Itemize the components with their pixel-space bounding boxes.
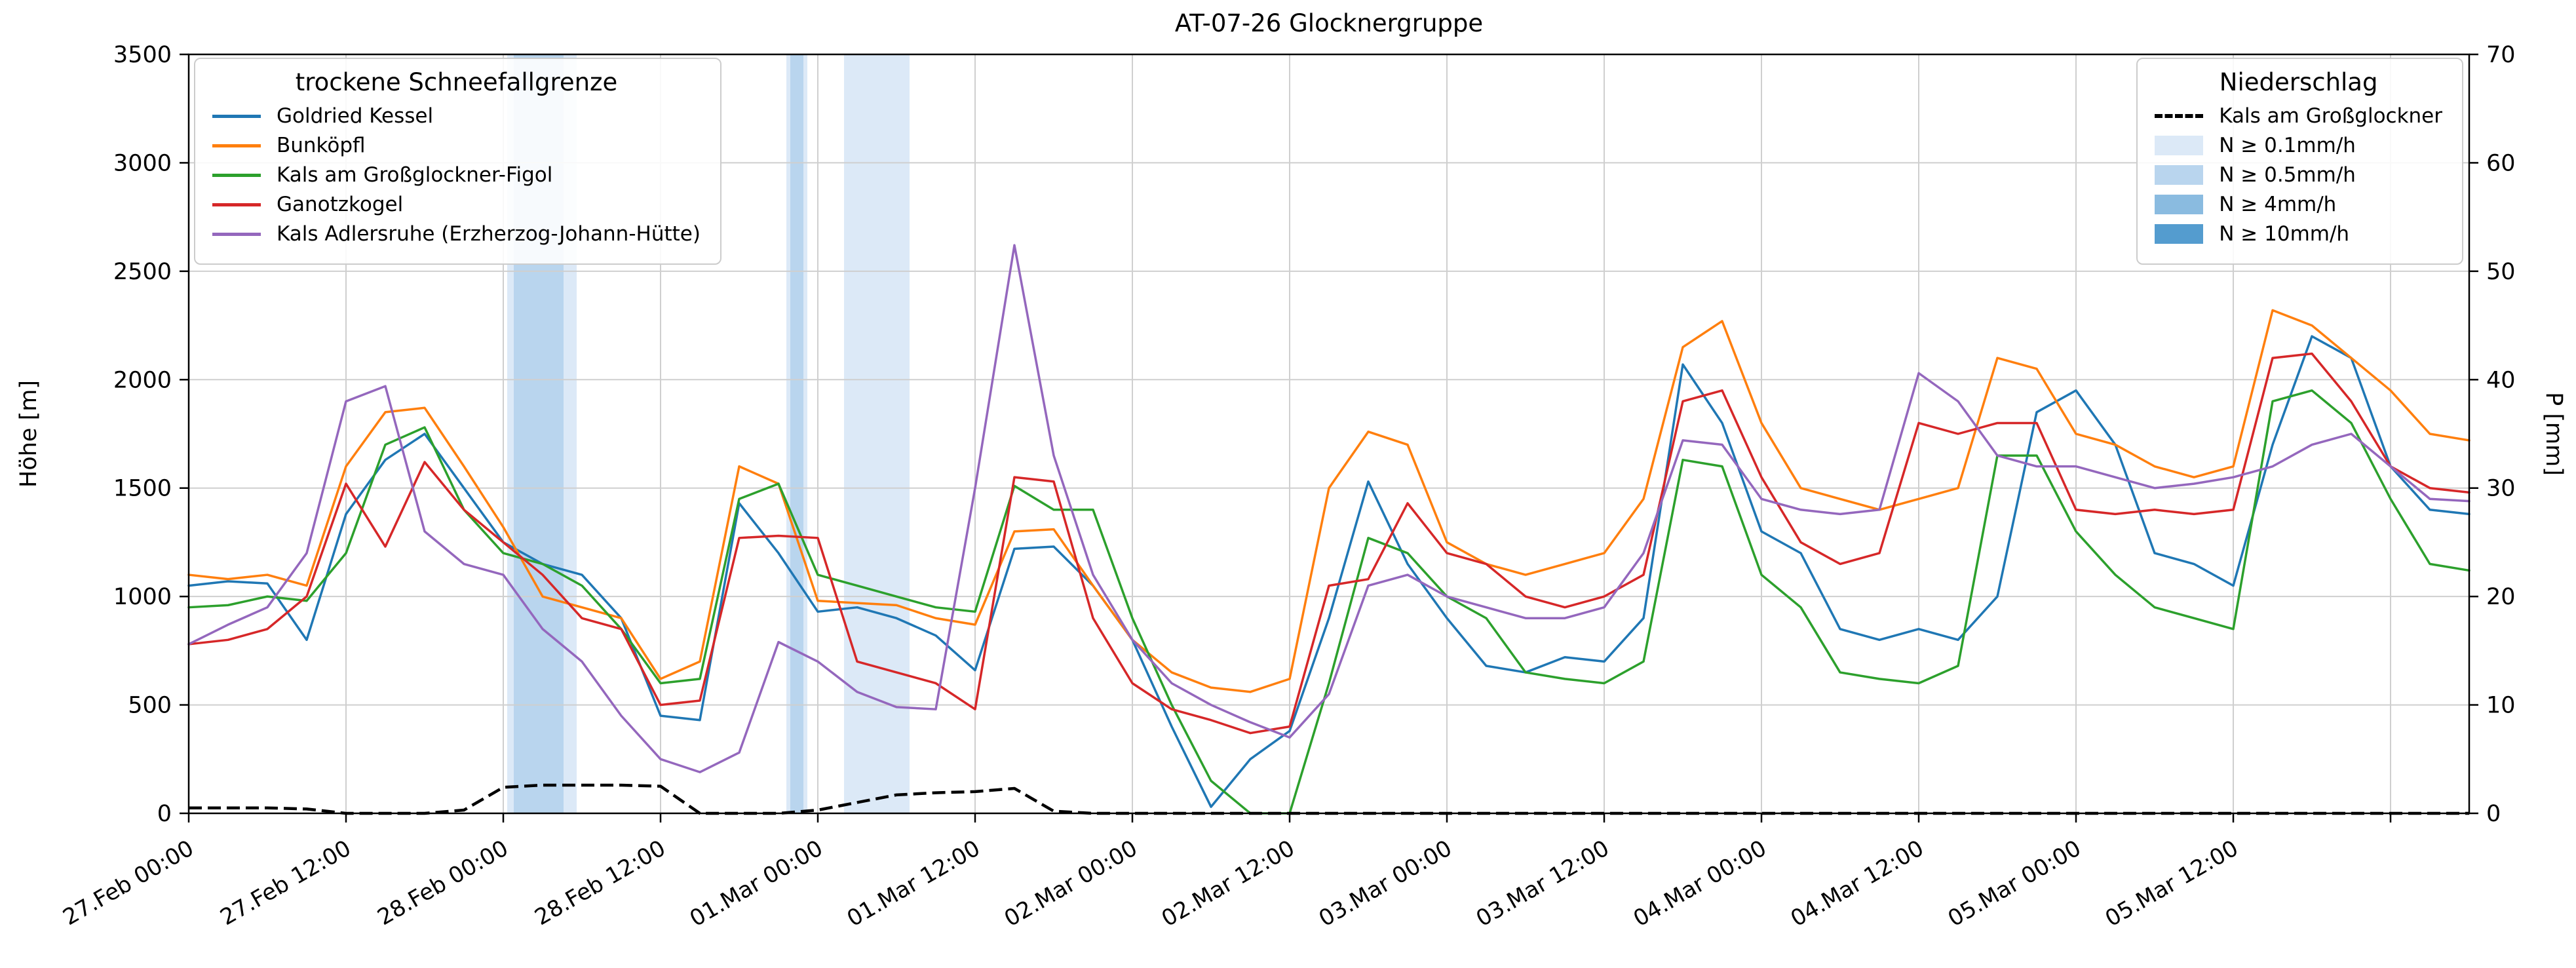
precip-legend-title: Niederschlag	[2219, 68, 2378, 96]
series-line-ganotzkogel	[187, 352, 2470, 735]
precip-legend: Niederschlag Kals am Großglockner N ≥ 0.1…	[2136, 58, 2463, 265]
y-left-tick-label: 3500	[113, 42, 172, 68]
snowline-legend: trockene Schneefallgrenze Goldried Kesse…	[194, 58, 721, 265]
legend-series-goldried-kessel-swatch	[212, 114, 261, 118]
y-left-axis-label: Höhe [m]	[16, 380, 42, 488]
legend-precip-level-1-row: N ≥ 0.5mm/h	[2155, 163, 2442, 187]
y-left-tick-label: 1000	[113, 584, 172, 610]
series-line-goldried-kessel	[187, 335, 2470, 808]
y-left-tick-label: 1500	[113, 476, 172, 502]
legend-series-bunk-pfl-row: Bunköpfl	[212, 134, 701, 157]
precip-band	[844, 54, 910, 813]
legend-series-ganotzkogel-label: Ganotzkogel	[277, 193, 404, 216]
x-tick-label: 02.Mar 12:00	[1157, 835, 1299, 932]
legend-precip-level-2-row: N ≥ 4mm/h	[2155, 193, 2442, 216]
precip-band	[790, 54, 803, 813]
legend-precip-level-3-row: N ≥ 10mm/h	[2155, 222, 2442, 246]
legend-precip-level-1-label: N ≥ 0.5mm/h	[2219, 163, 2356, 187]
legend-series-bunk-pfl-label: Bunköpfl	[277, 134, 366, 157]
legend-precip-level-0-swatch	[2155, 136, 2204, 155]
legend-precip-level-0-label: N ≥ 0.1mm/h	[2219, 134, 2356, 157]
x-tick-label: 01.Mar 00:00	[685, 835, 828, 932]
legend-precip-station-swatch	[2155, 114, 2204, 118]
series-line-kals-adlersruhe-erzherzog-johann-h-tte	[187, 244, 2470, 773]
legend-precip-station-row: Kals am Großglockner	[2155, 104, 2442, 128]
legend-precip-level-3-swatch	[2155, 224, 2204, 244]
snowline-legend-items: Goldried Kessel Bunköpfl Kals am Großglock…	[212, 104, 701, 246]
x-tick-label: 01.Mar 12:00	[843, 835, 985, 932]
legend-precip-level-2-label: N ≥ 4mm/h	[2219, 193, 2337, 216]
x-tick-label: 27.Feb 00:00	[58, 835, 198, 931]
snowline-legend-title: trockene Schneefallgrenze	[295, 68, 618, 96]
x-tick-label: 03.Mar 12:00	[1472, 835, 1614, 932]
y-right-tick-label: 20	[2486, 584, 2516, 610]
y-right-tick-label: 60	[2486, 150, 2516, 176]
y-right-tick-label: 40	[2486, 367, 2516, 393]
x-tick-label: 04.Mar 12:00	[1786, 835, 1929, 932]
x-tick-label: 04.Mar 00:00	[1629, 835, 1771, 932]
y-right-tick-label: 30	[2486, 476, 2516, 502]
x-tick-label: 02.Mar 00:00	[1000, 835, 1142, 932]
legend-precip-level-0-row: N ≥ 0.1mm/h	[2155, 134, 2442, 157]
legend-series-goldried-kessel-row: Goldried Kessel	[212, 104, 701, 128]
legend-series-kals-adlersruhe-erzherzog-johann-h-tte-row: Kals Adlersruhe (Erzherzog-Johann-Hütte)	[212, 222, 701, 246]
x-tick-label: 27.Feb 12:00	[216, 835, 355, 931]
legend-series-ganotzkogel-swatch	[212, 203, 261, 206]
x-tick-label: 03.Mar 00:00	[1315, 835, 1457, 932]
legend-series-kals-am-gro-glockner-figol-label: Kals am Großglockner-Figol	[277, 163, 553, 187]
legend-series-kals-am-gro-glockner-figol-row: Kals am Großglockner-Figol	[212, 163, 701, 187]
legend-series-bunk-pfl-swatch	[212, 144, 261, 147]
y-right-tick-label: 50	[2486, 259, 2516, 285]
legend-precip-station-label: Kals am Großglockner	[2219, 104, 2442, 128]
y-left-tick-label: 0	[157, 801, 172, 827]
precip-legend-items: Kals am Großglockner N ≥ 0.1mm/h N ≥ 0.5mm…	[2155, 104, 2442, 246]
legend-series-kals-adlersruhe-erzherzog-johann-h-tte-label: Kals Adlersruhe (Erzherzog-Johann-Hütte)	[277, 222, 701, 246]
y-left-tick-label: 500	[128, 693, 172, 719]
series-line-kals-am-gro-glockner-figol	[187, 389, 2470, 815]
x-tick-label: 05.Mar 12:00	[2101, 835, 2243, 932]
x-tick-label: 05.Mar 00:00	[1944, 835, 2086, 932]
legend-series-kals-adlersruhe-erzherzog-johann-h-tte-swatch	[212, 232, 261, 236]
x-tick-label: 28.Feb 12:00	[530, 835, 670, 931]
legend-precip-level-2-swatch	[2155, 195, 2204, 214]
y-left-tick-label: 2500	[113, 259, 172, 285]
y-right-tick-label: 70	[2486, 42, 2516, 68]
y-left-tick-label: 3000	[113, 150, 172, 176]
legend-series-goldried-kessel-label: Goldried Kessel	[277, 104, 434, 128]
y-right-axis-label: P [mm]	[2541, 392, 2567, 476]
legend-series-ganotzkogel-row: Ganotzkogel	[212, 193, 701, 216]
x-tick-label: 28.Feb 00:00	[373, 835, 512, 931]
y-right-tick-label: 0	[2486, 801, 2501, 827]
legend-precip-level-3-label: N ≥ 10mm/h	[2219, 222, 2350, 246]
chart-title: AT-07-26 Glocknergruppe	[1175, 9, 1483, 37]
legend-series-kals-am-gro-glockner-figol-swatch	[212, 173, 261, 177]
y-left-tick-label: 2000	[113, 367, 172, 393]
plot-frame	[187, 53, 2470, 815]
y-right-tick-label: 10	[2486, 693, 2516, 719]
legend-precip-level-1-swatch	[2155, 165, 2204, 185]
